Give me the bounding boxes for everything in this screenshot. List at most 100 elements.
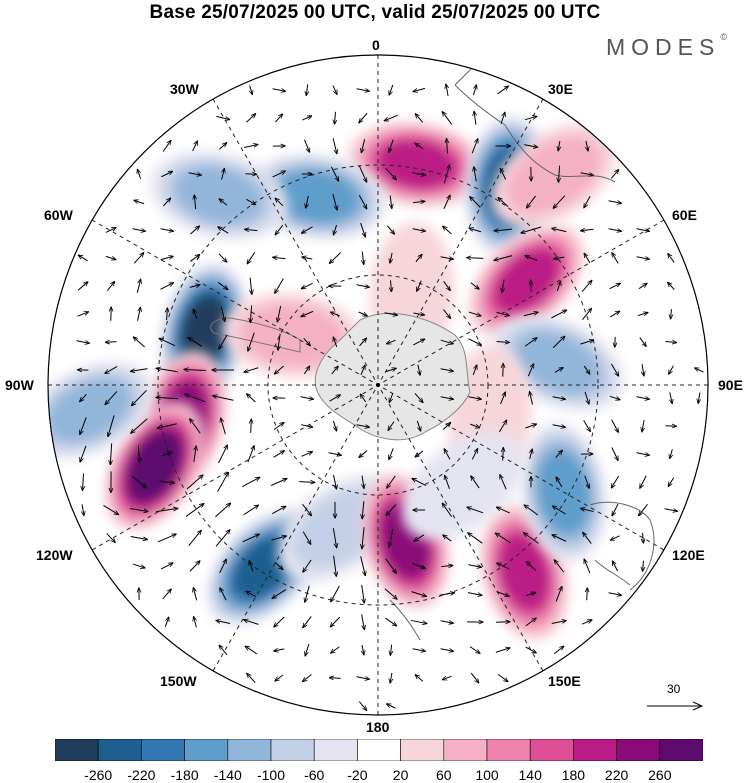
wind-arrow: [303, 337, 311, 345]
pole-marker: [376, 383, 380, 387]
wind-arrow: [496, 507, 510, 514]
wind-arrow: [306, 195, 309, 208]
wind-arrow: [80, 417, 87, 434]
wind-arrow: [583, 420, 591, 431]
wind-arrow: [358, 311, 368, 316]
wind-arrow: [443, 226, 452, 235]
wind-arrow: [301, 282, 313, 288]
wind-arrow: [129, 507, 148, 511]
wind-arrow: [553, 195, 566, 209]
wind-arrow: [160, 563, 173, 570]
wind-arrow: [445, 475, 450, 489]
wind-arrow: [188, 530, 201, 546]
brand-mark: ©: [720, 32, 727, 42]
wind-arrow: [137, 307, 141, 321]
wind-arrow: [186, 475, 203, 490]
wind-arrow: [415, 450, 424, 457]
meridian-label-60w: 60W: [44, 207, 73, 223]
wind-arrow: [580, 340, 593, 345]
wind-arrow: [272, 89, 286, 92]
wind-arrow: [609, 283, 621, 290]
wind-arrow: [525, 255, 538, 261]
wind-arrow: [193, 309, 198, 320]
wind-arrow: [415, 143, 424, 150]
wind-arrow: [333, 337, 338, 348]
wind-arrow: [495, 533, 511, 544]
wind-arrow: [525, 646, 537, 653]
wind-arrow: [442, 112, 453, 125]
wind-arrow: [361, 584, 365, 603]
anomaly-cell: [468, 223, 585, 339]
wind-arrow: [502, 279, 504, 293]
wind-arrow: [156, 368, 178, 373]
wind-arrow: [583, 365, 590, 374]
colorbar-label: -100: [256, 767, 286, 783]
wind-arrow: [331, 646, 340, 653]
wind-arrow: [580, 173, 594, 176]
meridian-label-180: 180: [366, 719, 390, 735]
wind-arrow: [554, 560, 565, 573]
wind-arrow: [415, 254, 422, 263]
wind-arrow: [275, 198, 284, 207]
wind-arrow: [162, 452, 171, 457]
colorbar-label: -60: [304, 767, 325, 783]
wind-arrow: [467, 592, 482, 596]
wind-arrow: [388, 421, 395, 431]
wind-arrow: [359, 338, 367, 347]
wind-arrow: [303, 366, 309, 375]
wind-arrow: [221, 418, 226, 435]
anomaly-contour: [514, 330, 602, 395]
wind-arrow: [469, 646, 480, 654]
wind-arrow: [305, 643, 310, 656]
wind-arrow: [500, 392, 506, 405]
wind-arrow: [271, 506, 286, 515]
wind-arrow: [106, 281, 114, 291]
wind-arrow: [584, 391, 589, 404]
wind-arrow: [385, 558, 397, 574]
wind-arrow: [105, 366, 118, 373]
wind-arrow: [612, 253, 619, 264]
wind-arrow: [390, 252, 392, 263]
wind-arrow: [611, 475, 620, 488]
wind-arrow: [500, 169, 507, 180]
wind-arrow: [220, 306, 225, 321]
wind-arrow: [105, 255, 116, 259]
wind-arrow: [82, 473, 83, 490]
wind-arrow: [218, 445, 228, 464]
wind-arrow: [192, 141, 198, 152]
wind-arrow: [110, 443, 111, 464]
wind-arrow: [503, 447, 504, 461]
wind-arrow: [247, 673, 256, 683]
colorbar-label: 60: [436, 767, 452, 783]
wind-arrow: [358, 165, 366, 182]
wind-arrow: [245, 174, 256, 175]
wind-arrow: [189, 561, 200, 572]
wind-arrow: [612, 561, 619, 572]
wind-arrow: [362, 527, 364, 549]
wind-arrow: [216, 620, 231, 625]
wind-arrow: [384, 114, 398, 121]
colorbar-label: 220: [604, 767, 629, 783]
wind-arrow: [273, 423, 284, 430]
wind-arrow: [184, 369, 207, 370]
wind-arrow: [251, 419, 252, 433]
wind-arrow: [636, 453, 650, 456]
wind-arrow: [274, 616, 285, 627]
wind-arrow: [609, 311, 620, 318]
wind-arrow: [161, 171, 172, 178]
wind-arrow: [219, 559, 227, 574]
wind-arrow: [132, 229, 146, 232]
wind-arrow: [412, 562, 426, 568]
wind-arrow: [390, 644, 391, 656]
wind-arrow: [389, 393, 394, 402]
wind-arrow: [584, 475, 589, 489]
wind-arrow: [386, 339, 396, 344]
wind-arrow: [105, 228, 116, 233]
wind-arrow: [552, 397, 566, 400]
wind-arrow: [523, 312, 538, 317]
wind-arrow: [108, 415, 115, 436]
wind-arrow: [609, 395, 620, 399]
wind-arrow: [185, 504, 204, 517]
wind-arrow: [133, 337, 145, 348]
wind-arrow: [185, 394, 206, 403]
